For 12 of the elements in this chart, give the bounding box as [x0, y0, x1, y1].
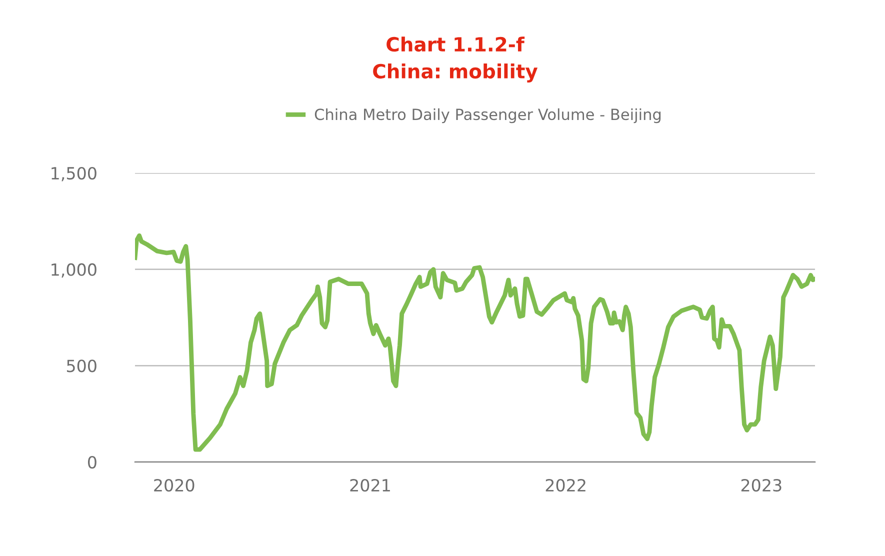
y-tick-label: 500: [66, 360, 96, 372]
line-series: [135, 233, 815, 452]
chart-subtitle: China: mobility: [373, 64, 538, 82]
chart-title: Chart 1.1.2-f: [386, 36, 525, 52]
legend-label: China Metro Daily Passenger Volume - Beijing: [314, 108, 661, 124]
y-tick-label: 1,500: [52, 166, 96, 182]
x-tick-label: 2023: [741, 478, 782, 492]
x-tick-label: 2020: [154, 478, 194, 492]
y-tick-label: 1,000: [52, 263, 96, 278]
x-tick-label: 2021: [350, 478, 390, 492]
x-tick-label: 2022: [546, 478, 586, 492]
y-tick-label: 0: [88, 456, 96, 469]
